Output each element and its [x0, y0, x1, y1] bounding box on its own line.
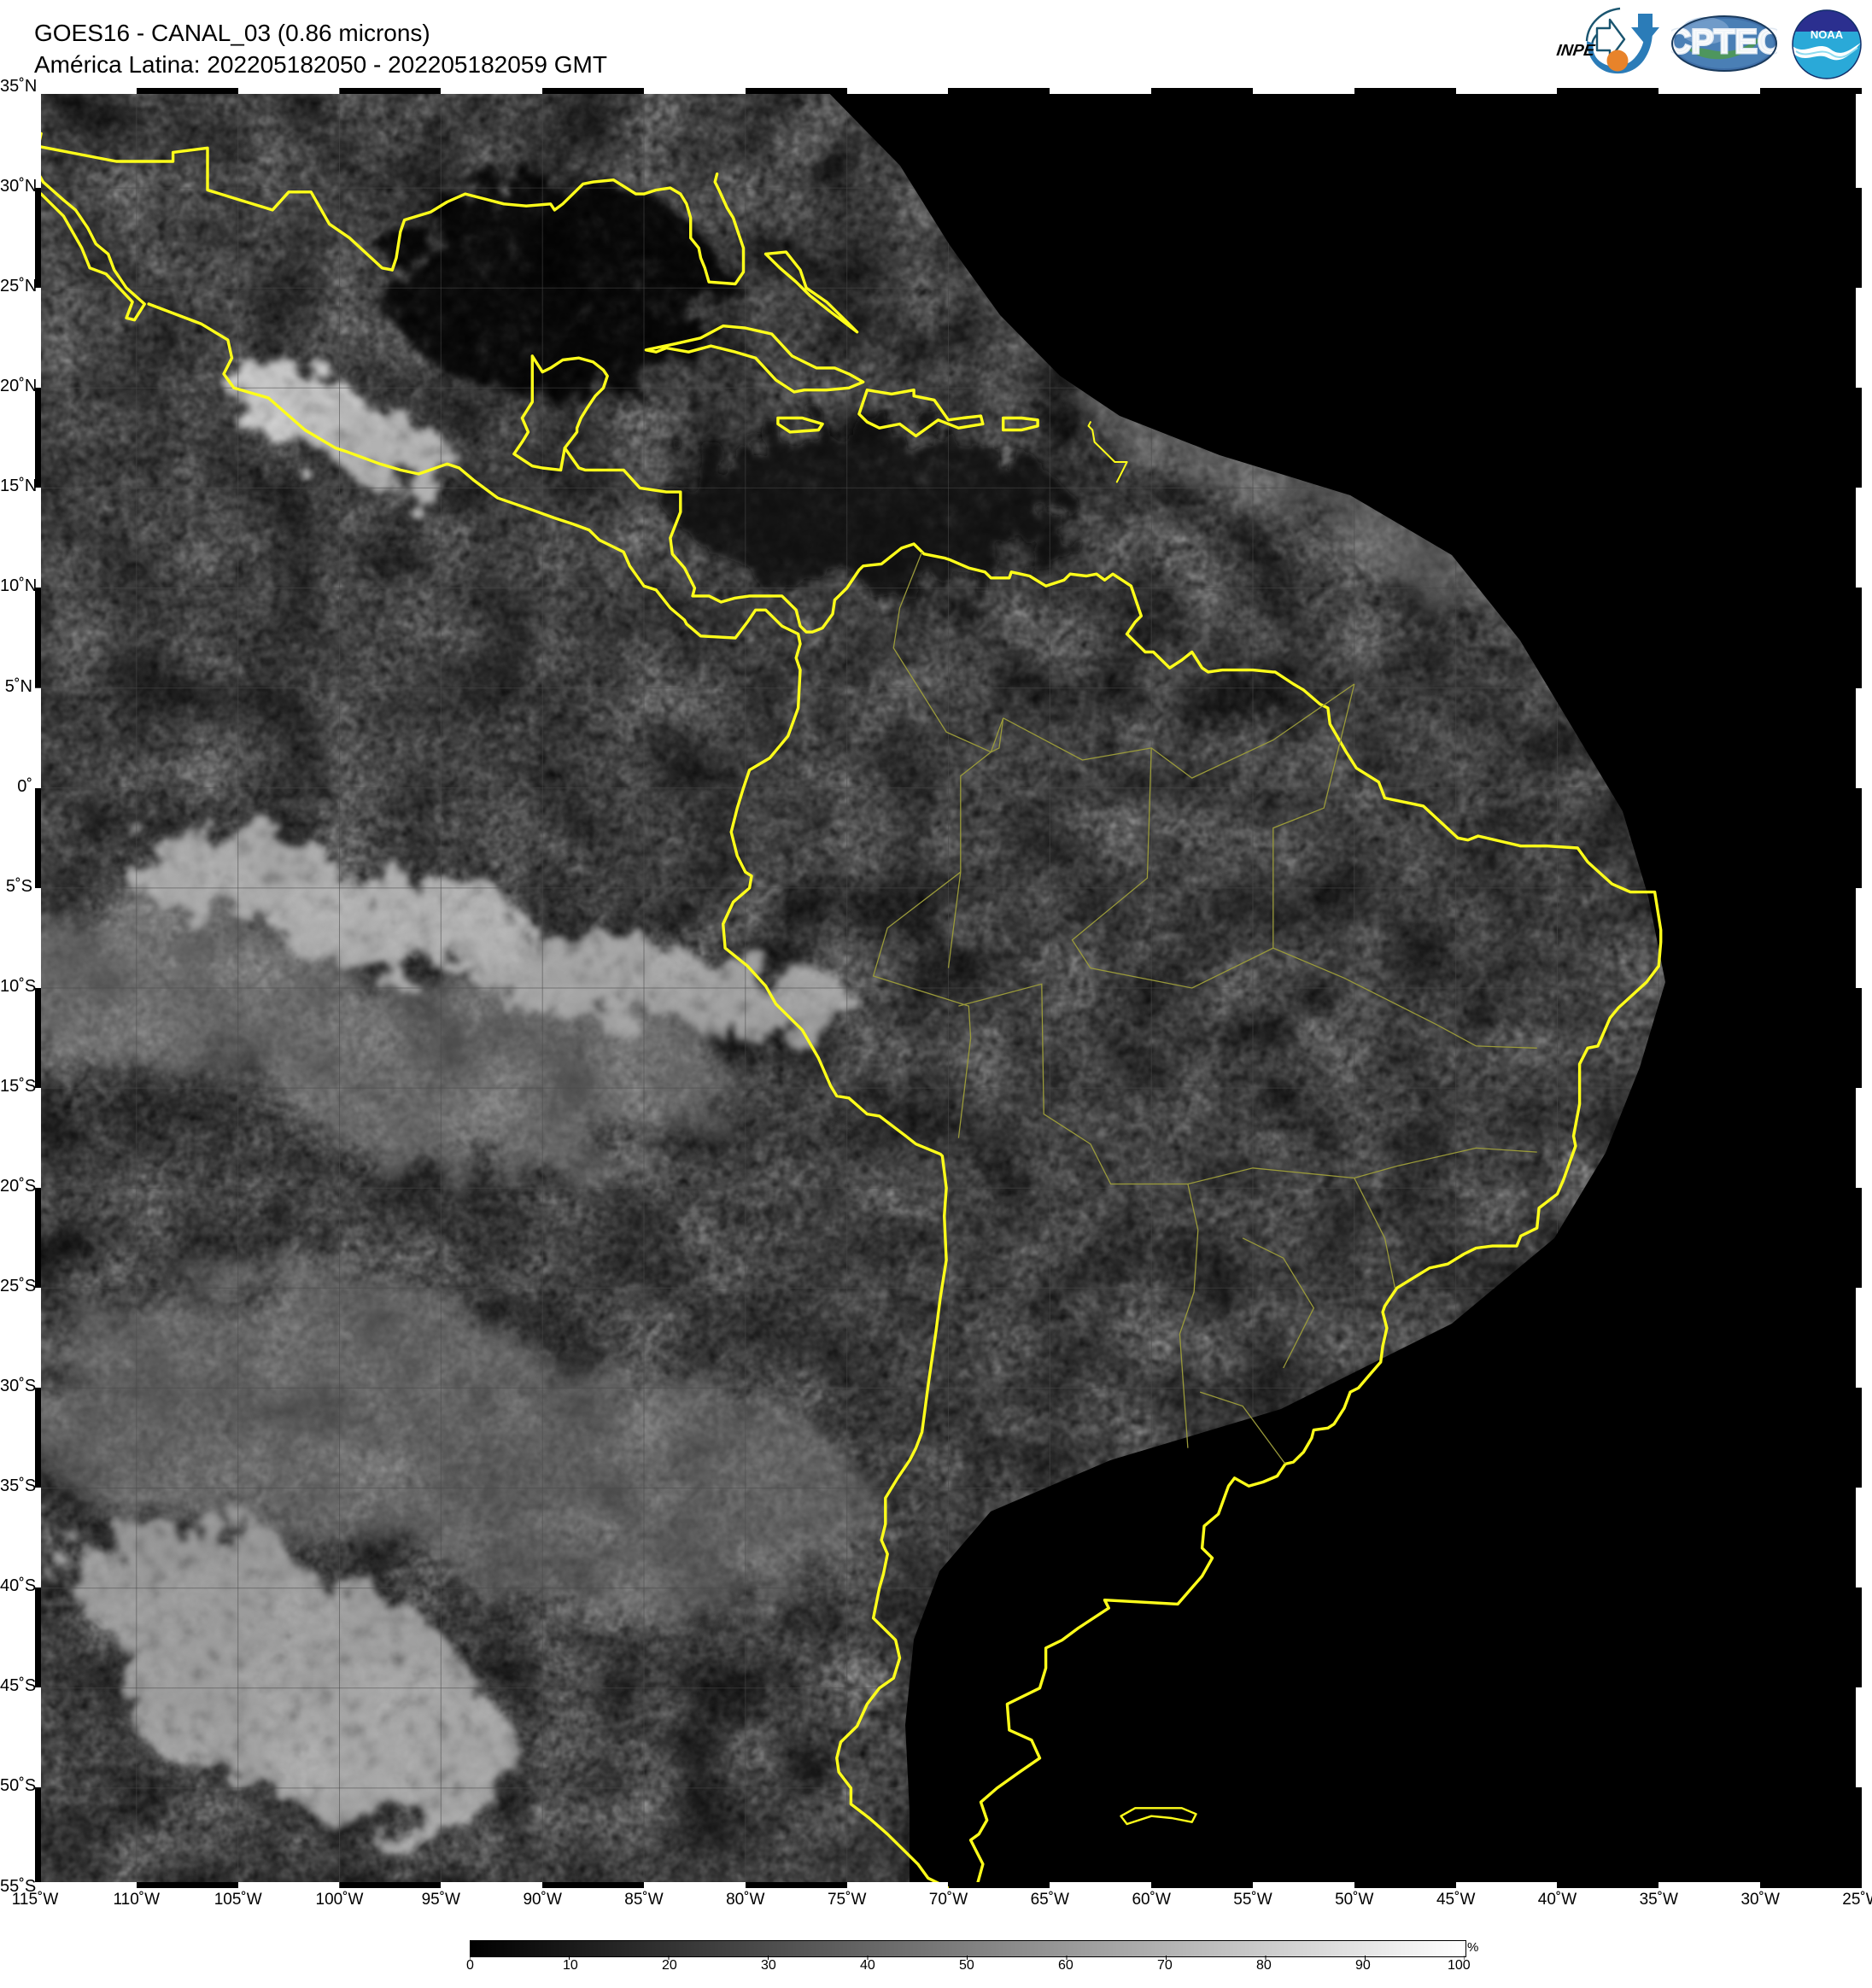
svg-text:NOAA: NOAA — [1811, 28, 1844, 41]
svg-text:CPTEC: CPTEC — [1671, 23, 1777, 61]
svg-text:INPE: INPE — [1555, 42, 1597, 60]
